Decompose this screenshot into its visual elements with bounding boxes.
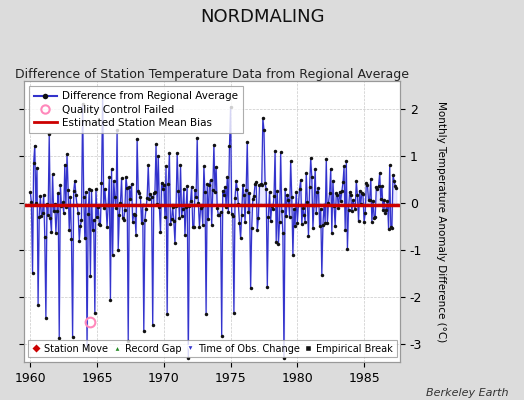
Y-axis label: Monthly Temperature Anomaly Difference (°C): Monthly Temperature Anomaly Difference (… <box>436 101 446 342</box>
Legend: Station Move, Record Gap, Time of Obs. Change, Empirical Break: Station Move, Record Gap, Time of Obs. C… <box>28 340 397 358</box>
Text: NORDMALING: NORDMALING <box>200 8 324 26</box>
Title: Difference of Station Temperature Data from Regional Average: Difference of Station Temperature Data f… <box>15 68 409 81</box>
Text: Berkeley Earth: Berkeley Earth <box>426 388 508 398</box>
